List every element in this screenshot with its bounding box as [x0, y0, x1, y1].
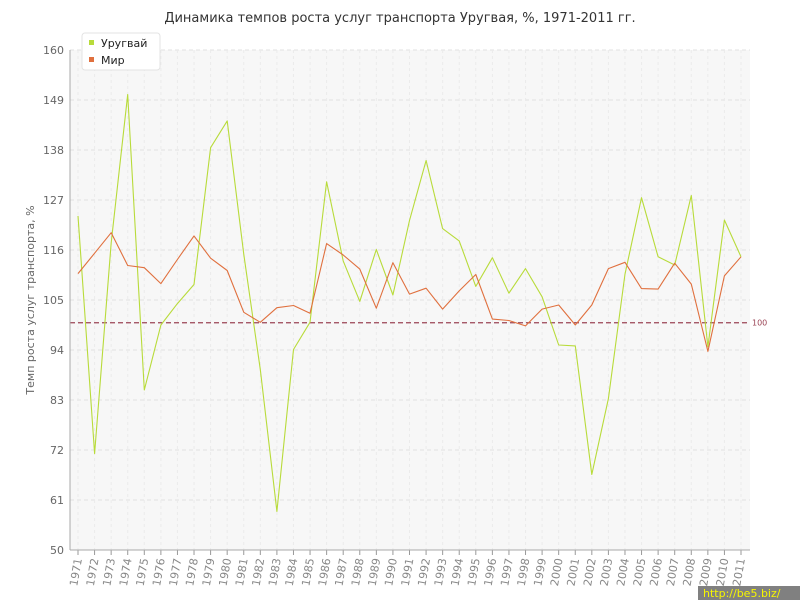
x-tick-label: 1997 [498, 557, 516, 587]
x-tick-label: 1980 [216, 557, 234, 587]
x-tick-label: 2005 [631, 557, 649, 587]
x-tick-label: 1989 [366, 557, 384, 587]
x-tick-label: 1999 [531, 557, 549, 587]
x-tick-label: 1978 [183, 557, 201, 587]
watermark[interactable]: http://be5.biz/ [698, 586, 800, 600]
x-tick-label: 1994 [449, 557, 467, 587]
legend-label-world[interactable]: Мир [101, 54, 125, 67]
series-line-1 [77, 232, 742, 352]
x-tick-label: 1975 [134, 557, 152, 587]
legend-swatch-uruguay [89, 40, 94, 45]
tick-labels: 50 61 72 83 94 105 116 127 138 149 160 197119721973… [43, 44, 748, 587]
x-tick-label: 2003 [598, 557, 616, 587]
x-tick-label: 1979 [200, 557, 218, 587]
y-tick-label: 127 [43, 194, 64, 207]
x-tick-label: 1988 [349, 557, 367, 587]
y-tick-label: 83 [50, 394, 64, 407]
x-tick-label: 1982 [250, 557, 268, 587]
x-tick-label: 1990 [382, 557, 400, 587]
y-tick-label: 50 [50, 544, 64, 557]
watermark-link[interactable]: http://be5.biz/ [703, 587, 781, 600]
x-tick-label: 2007 [664, 557, 682, 587]
x-tick-label: 2006 [647, 557, 665, 587]
y-tick-label: 138 [43, 144, 64, 157]
x-tick-label: 1992 [415, 557, 433, 587]
x-tick-label: 1998 [515, 557, 533, 587]
legend-swatch-world [89, 57, 94, 62]
x-tick-label: 1991 [399, 557, 417, 587]
y-tick-label: 160 [43, 44, 64, 57]
x-tick-label: 1984 [283, 557, 301, 587]
x-tick-label: 1972 [84, 557, 102, 587]
y-tick-label: 116 [43, 244, 64, 257]
y-axis-title: Темп роста услуг транспорта, % [24, 205, 37, 395]
x-tick-label: 2009 [697, 557, 715, 587]
y-tick-label: 72 [50, 444, 64, 457]
x-tick-label: 1986 [316, 557, 334, 587]
x-tick-label: 2001 [565, 557, 583, 587]
x-tick-label: 1983 [266, 557, 284, 587]
x-tick-label: 2000 [548, 557, 566, 587]
x-tick-label: 1981 [233, 557, 251, 587]
y-tick-label: 149 [43, 94, 64, 107]
x-tick-label: 1987 [332, 557, 350, 587]
series-line-0 [77, 93, 742, 512]
x-tick-label: 1974 [117, 557, 135, 587]
x-tick-label: 1995 [465, 557, 483, 587]
watermark-bg [698, 586, 800, 600]
legend[interactable]: Уругвай Мир [81, 32, 161, 71]
x-tick-label: 1976 [150, 557, 168, 587]
legend-box [81, 32, 161, 71]
x-tick-label: 2002 [581, 557, 599, 587]
x-tick-label: 1977 [167, 557, 185, 587]
x-tick-label: 2008 [681, 557, 699, 587]
legend-label-uruguay[interactable]: Уругвай [101, 37, 147, 50]
reference-line-label: 100 [752, 319, 767, 328]
x-tick-label: 1973 [100, 557, 118, 587]
x-tick-label: 1971 [67, 557, 85, 587]
x-tick-label: 2010 [714, 557, 732, 587]
axes [69, 50, 750, 555]
y-tick-label: 61 [50, 494, 64, 507]
x-tick-label: 1985 [299, 557, 317, 587]
grid [70, 49, 750, 550]
chart-title: Динамика темпов роста услуг транспорта У… [164, 11, 635, 26]
series-group [77, 93, 742, 512]
x-tick-label: 2011 [730, 557, 748, 587]
y-tick-label: 94 [50, 344, 64, 357]
x-tick-label: 1993 [432, 557, 450, 587]
x-tick-label: 1996 [482, 557, 500, 587]
reference-line-group: 100 [70, 319, 767, 328]
x-tick-label: 2004 [614, 557, 632, 587]
y-tick-label: 105 [43, 294, 64, 307]
